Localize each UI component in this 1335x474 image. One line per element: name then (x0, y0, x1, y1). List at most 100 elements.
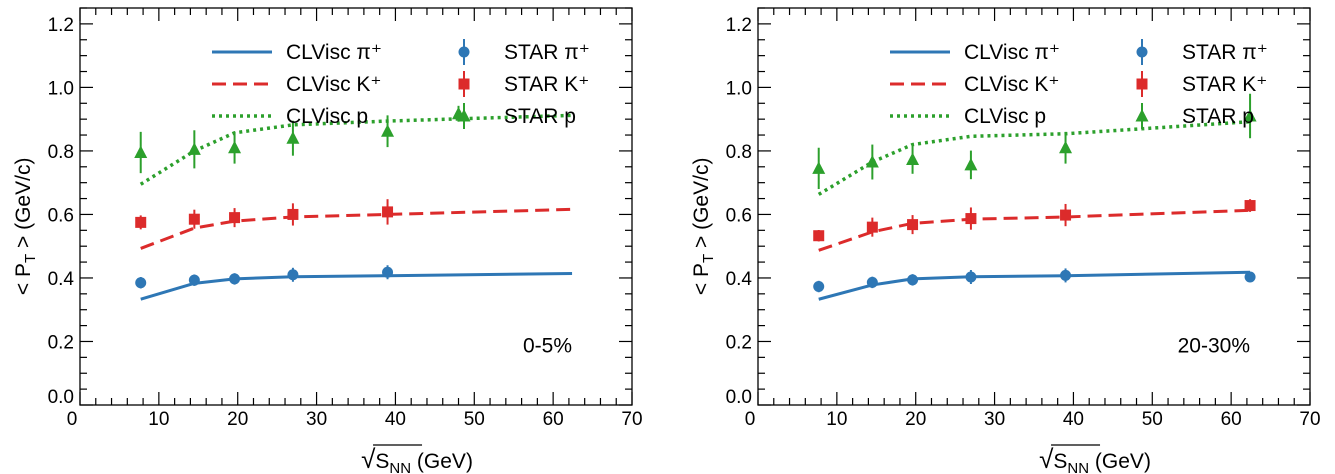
data-point-triangle (134, 145, 148, 159)
data-point-square (188, 213, 200, 225)
data-point-circle (229, 273, 241, 285)
x-axis-var: S (375, 450, 389, 473)
y-tick-label: 0.2 (48, 332, 74, 353)
x-tick-label: 50 (464, 409, 485, 430)
y-tick-label: 0.8 (48, 142, 74, 163)
legend-label: STAR π⁺ (504, 41, 590, 64)
y-tick-label: 1.2 (48, 15, 74, 36)
data-point-square (382, 206, 394, 218)
x-tick-label: 20 (905, 409, 926, 430)
x-axis-label: √SNN (GeV) (1039, 444, 1151, 474)
legend-label: STAR K⁺ (504, 73, 589, 96)
x-tick-label: 40 (1063, 409, 1084, 430)
data-point-square (907, 219, 919, 231)
legend-label: CLVisc p (964, 105, 1046, 128)
x-tick-label: 70 (1299, 409, 1320, 430)
x-axis-sub: NN (1067, 460, 1089, 474)
data-point-triangle (187, 142, 201, 155)
legend-label: STAR p (504, 105, 576, 128)
data-point-circle (965, 271, 977, 283)
y-tick-label: 0.4 (48, 269, 75, 290)
y-tick-label: 1.0 (48, 78, 74, 99)
legend-label: CLVisc K⁺ (286, 73, 382, 96)
data-point-triangle (286, 131, 300, 144)
y-tick-label: 1.0 (726, 78, 752, 99)
y-tick-label: 0.0 (726, 387, 752, 408)
model-line-dashed (140, 207, 573, 250)
y-tick-label: 1.2 (726, 15, 752, 36)
x-tick-label: 60 (543, 409, 564, 430)
legend-marker-triangle (1135, 109, 1149, 122)
data-point-circle (188, 274, 200, 286)
x-tick-label: 0 (67, 409, 78, 430)
x-axis-sub: NN (389, 460, 411, 474)
x-axis-label: √SNN (GeV) (361, 444, 473, 474)
y-tick-label: 0.0 (48, 387, 74, 408)
x-tick-label: 0 (745, 409, 756, 430)
panel-right: 0 10 20 30 40 50 60 70 0.0 0.2 0.4 0.6 0.8 1.0 1.2 √SNN… (690, 7, 1321, 474)
legend-label: CLVisc K⁺ (964, 73, 1060, 96)
centrality-label: 0-5% (523, 335, 572, 358)
panel-left: 0 10 20 30 40 50 60 70 0.0 0.2 0.4 0.6 0.8 1.0 1.2 √SNN… (12, 7, 643, 474)
x-tick-label: 60 (1221, 409, 1242, 430)
data-point-circle (1060, 269, 1072, 281)
y-tick-label: 0.4 (726, 269, 753, 290)
data-point-triangle (964, 157, 978, 171)
data-point-triangle (381, 124, 395, 137)
legend-label: STAR p (1182, 105, 1254, 128)
y-axis-lt: < (12, 277, 35, 295)
data-point-circle (135, 277, 147, 289)
data-point-square (135, 216, 147, 228)
y-axis-label: < PT > (GeV/c) (12, 158, 39, 296)
x-tick-label: 10 (826, 409, 847, 430)
data-point-triangle (812, 161, 826, 174)
plot-frame (79, 7, 633, 406)
y-axis-var: P (690, 263, 713, 277)
legend-marker-circle (1136, 46, 1148, 58)
y-tick-label: 0.6 (48, 205, 74, 226)
x-tick-label: 10 (148, 409, 169, 430)
model-line-solid (140, 272, 573, 301)
data-point-circle (866, 276, 878, 288)
legend-marker-square (1136, 78, 1148, 90)
data-point-square (287, 208, 299, 220)
legend-label: CLVisc p (286, 105, 368, 128)
data-point-circle (382, 266, 394, 278)
x-tick-label: 50 (1142, 409, 1163, 430)
data-point-circle (813, 281, 825, 293)
data-point-triangle (865, 155, 879, 168)
y-tick-label: 0.6 (726, 205, 752, 226)
data-point-triangle (1059, 140, 1073, 154)
y-axis-unit: (GeV/c) (690, 158, 713, 236)
y-tick-label: 0.2 (726, 332, 752, 353)
data-point-square (229, 212, 241, 224)
data-point-square (866, 221, 878, 233)
data-point-circle (1244, 271, 1256, 283)
data-point-square (965, 213, 977, 225)
x-tick-label: 70 (621, 409, 642, 430)
legend-label: STAR K⁺ (1182, 73, 1267, 96)
x-axis-unit: (GeV) (1089, 450, 1151, 473)
x-tick-label: 40 (385, 409, 406, 430)
plot-frame (757, 7, 1311, 406)
data-point-triangle (1243, 108, 1257, 122)
x-tick-label: 20 (227, 409, 248, 430)
centrality-label: 20-30% (1178, 335, 1250, 358)
legend-label: CLVisc π⁺ (964, 41, 1060, 64)
x-axis-unit: (GeV) (411, 450, 473, 473)
legend-label: CLVisc π⁺ (286, 41, 382, 64)
y-axis-var: P (12, 263, 35, 277)
data-point-square (813, 230, 825, 242)
y-axis-unit: (GeV/c) (12, 158, 35, 236)
y-axis-sub: T (700, 254, 717, 263)
data-point-circle (907, 274, 919, 286)
data-point-square (1244, 200, 1256, 212)
y-axis-gt: > (12, 236, 35, 254)
y-axis-lt: < (690, 277, 713, 295)
model-line-dashed (818, 208, 1251, 252)
data-point-square (1060, 209, 1072, 221)
x-tick-label: 30 (306, 409, 327, 430)
legend-marker-triangle (457, 109, 471, 122)
legend-marker-square (458, 78, 470, 90)
